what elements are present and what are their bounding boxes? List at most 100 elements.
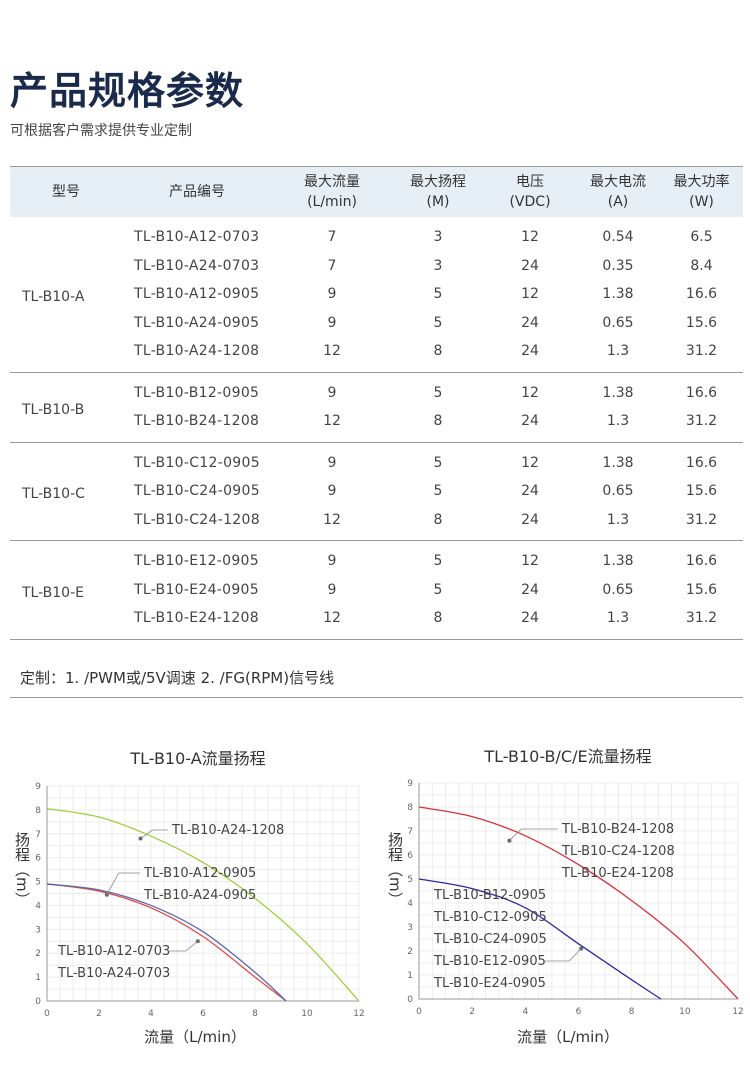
value-cell: 24 [521,257,539,274]
annotation-label: TL-B10-C12-0905 [433,910,547,925]
value-cell: 1.3 [606,343,630,360]
value-cell: 12 [521,553,539,570]
annotation-label: TL-B10-A12-0703 [57,944,170,959]
value-cell: 1.3 [606,511,630,528]
annotation-point [104,892,109,897]
product-code-cell: TL-B10-E24-1208 [134,610,259,627]
value-cell: 1.38 [602,454,634,471]
series-line [46,883,287,1002]
table-row: TL-B10-B TL-B10-B12-0905 9 5 12 1.38 16.6 [10,372,743,418]
chart-a: TL-B10-A流量扬程 0 2 4 6 8 10 12 0 1 2 3 4 5 6 7 8 9 流量（L/min）… [10,740,370,1060]
x-tick-label: 4 [522,1007,528,1017]
x-tick-label: 2 [469,1007,475,1017]
value-cell: 1.38 [602,286,634,303]
annotation-leader [106,872,140,895]
product-code-cell: TL-B10-C12-0905 [134,454,260,471]
series-line [418,806,739,1000]
table-row: TL-B10-A TL-B10-A12-0703 7 3 12 0.54 6.5 [10,217,743,305]
annotation-leader [509,828,558,841]
value-cell: 12 [323,343,341,360]
table-row: TL-B10-C24-1208 12 8 24 1.3 31.2 [10,506,743,541]
table-header-4: 电压 (VDC) [484,166,576,217]
header-label: 产品编号 [169,184,225,200]
value-cell: 5 [433,314,443,331]
model-cell: TL-B10-C [22,486,85,503]
product-code-cell: TL-B10-A24-1208 [134,343,260,360]
x-tick-label: 8 [629,1007,635,1017]
table-row: TL-B10-A12-0905 9 5 12 1.38 16.6 [10,280,743,309]
value-cell: 9 [327,454,337,471]
header-label: 电压 [516,174,544,190]
y-tick-label: 8 [35,806,41,816]
header-label: 最大扬程 [410,174,466,190]
header-unit: (VDC) [509,194,551,210]
chart-bce: TL-B10-B/C/E流量扬程 0 2 4 6 8 10 12 0 1 2 3 4 5 6 7 8 9 流量（L/… [378,740,748,1060]
model-cell: TL-B10-A [22,289,85,306]
table-row: TL-B10-C TL-B10-C12-0905 9 5 12 1.38 16.6 [10,442,743,503]
annotation-label: TL-B10-B24-1208 [561,822,674,837]
value-cell: 1.3 [606,413,630,430]
header-label: 最大流量 [304,174,360,190]
table-row: TL-B10-A24-0703 7 3 24 0.35 8.4 [10,252,743,281]
table-row: TL-B10-C24-0905 9 5 24 0.65 15.6 [10,477,743,506]
series-line [46,883,287,1002]
y-tick-label: 3 [35,925,41,935]
product-code-cell: TL-B10-B12-0905 [134,384,260,401]
x-tick-label: 12 [732,1007,743,1017]
y-tick-label: 0 [35,997,41,1007]
header-unit: (W) [689,194,714,210]
value-cell: 9 [327,286,337,303]
value-cell: 1.3 [606,610,630,627]
value-cell: 6.5 [690,229,713,246]
value-cell: 0.65 [602,314,634,331]
value-cell: 12 [323,413,341,430]
value-cell: 12 [521,286,539,303]
model-cell: TL-B10-E [22,584,84,601]
table-header-6: 最大功率 (W) [660,166,743,217]
product-code-cell: TL-B10-E12-0905 [134,553,259,570]
value-cell: 0.65 [602,581,634,598]
annotation-label: TL-B10-E12-0905 [433,954,546,969]
value-cell: 24 [521,511,539,528]
table-header-1: 产品编号 [122,166,272,217]
annotation-label: TL-B10-A24-1208 [171,823,284,838]
product-code-cell: TL-B10-B24-1208 [134,413,260,430]
table-row: TL-B10-E24-1208 12 8 24 1.3 31.2 [10,604,743,639]
y-tick-label: 5 [35,878,41,888]
value-cell: 8 [433,343,443,360]
value-cell: 3 [433,229,443,246]
header-label: 最大电流 [590,174,646,190]
x-tick-label: 8 [252,1009,258,1019]
value-cell: 16.6 [685,553,718,570]
annotation-leader [544,948,582,962]
value-cell: 24 [521,314,539,331]
value-cell: 15.6 [685,483,718,500]
value-cell: 12 [521,229,539,246]
value-cell: 15.6 [685,581,718,598]
page-title: 产品规格参数 [10,69,245,113]
value-cell: 8 [433,610,443,627]
value-cell: 5 [433,581,443,598]
custom-note: 定制：1. /PWM或/5V调速 2. /FG(RPM)信号线 [20,669,335,687]
x-tick-label: 10 [301,1009,313,1019]
value-cell: 15.6 [685,314,718,331]
table-row: TL-B10-A24-0905 9 5 24 0.65 15.6 [10,309,743,338]
product-code-cell: TL-B10-A12-0703 [134,229,260,246]
value-cell: 24 [521,581,539,598]
value-cell: 12 [323,511,341,528]
value-cell: 3 [433,257,443,274]
y-tick-label: 5 [407,875,413,885]
x-tick-label: 12 [353,1009,364,1019]
value-cell: 9 [327,314,337,331]
y-tick-label: 3 [407,923,413,933]
annotation-label: TL-B10-A12-0905 [143,866,256,881]
value-cell: 0.65 [602,483,634,500]
annotation-leader [168,940,199,952]
series-line [46,808,360,1002]
value-cell: 5 [433,553,443,570]
header-unit: (M) [426,194,450,210]
y-tick-label: 0 [407,995,413,1005]
value-cell: 24 [521,413,539,430]
spec-table: 型号 产品编号 最大流量 (L/min) 最大扬程 (M) 电压 (VDC) 最大电流 (A) 最大… [10,166,743,640]
product-code-cell: TL-B10-A12-0905 [134,286,260,303]
